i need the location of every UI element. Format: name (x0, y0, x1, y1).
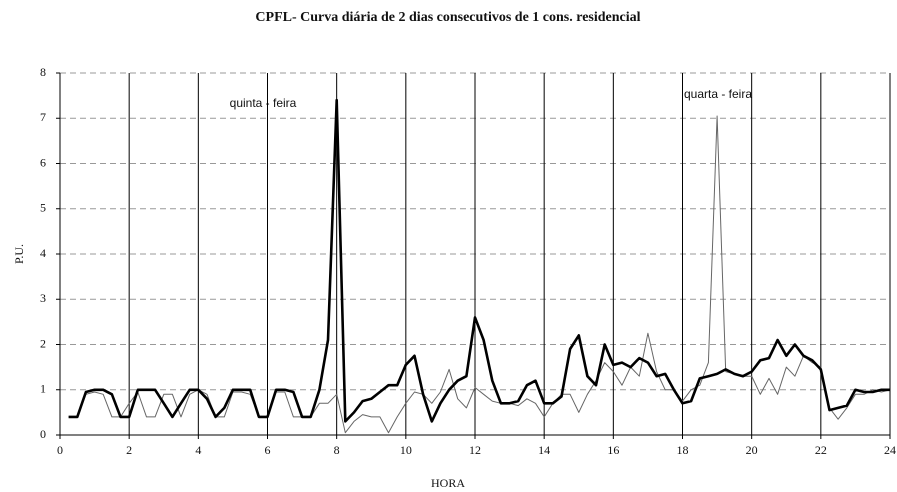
y-tick-label: 2 (40, 336, 46, 350)
chart-title: CPFL- Curva diária de 2 dias consecutivo… (255, 10, 640, 25)
series-line (68, 115, 891, 434)
y-tick-label: 8 (40, 65, 46, 79)
y-tick-label: 5 (40, 201, 46, 215)
x-tick-label: 8 (334, 443, 340, 457)
y-tick-label: 7 (40, 110, 46, 124)
x-tick-label: 22 (815, 443, 827, 457)
y-tick-label: 4 (40, 246, 46, 260)
x-tick-label: 10 (400, 443, 412, 457)
y-tick-label: 6 (40, 155, 46, 169)
y-tick-label: 0 (40, 427, 46, 441)
x-tick-label: 4 (195, 443, 201, 457)
y-axis-label: P.U. (12, 244, 26, 264)
y-tick-label: 1 (40, 382, 46, 396)
y-tick-label: 3 (40, 291, 46, 305)
series-line (68, 98, 890, 423)
x-tick-label: 0 (57, 443, 63, 457)
x-tick-label: 18 (677, 443, 689, 457)
x-tick-label: 14 (538, 443, 550, 457)
x-tick-label: 6 (265, 443, 271, 457)
annotation: quarta - feira (684, 87, 752, 101)
annotation: quinta - feira (230, 96, 297, 110)
x-tick-label: 2 (126, 443, 132, 457)
x-tick-label: 24 (884, 443, 896, 457)
x-tick-label: 12 (469, 443, 481, 457)
x-axis-label: HORA (431, 476, 465, 490)
x-tick-label: 20 (746, 443, 758, 457)
x-tick-label: 16 (607, 443, 619, 457)
